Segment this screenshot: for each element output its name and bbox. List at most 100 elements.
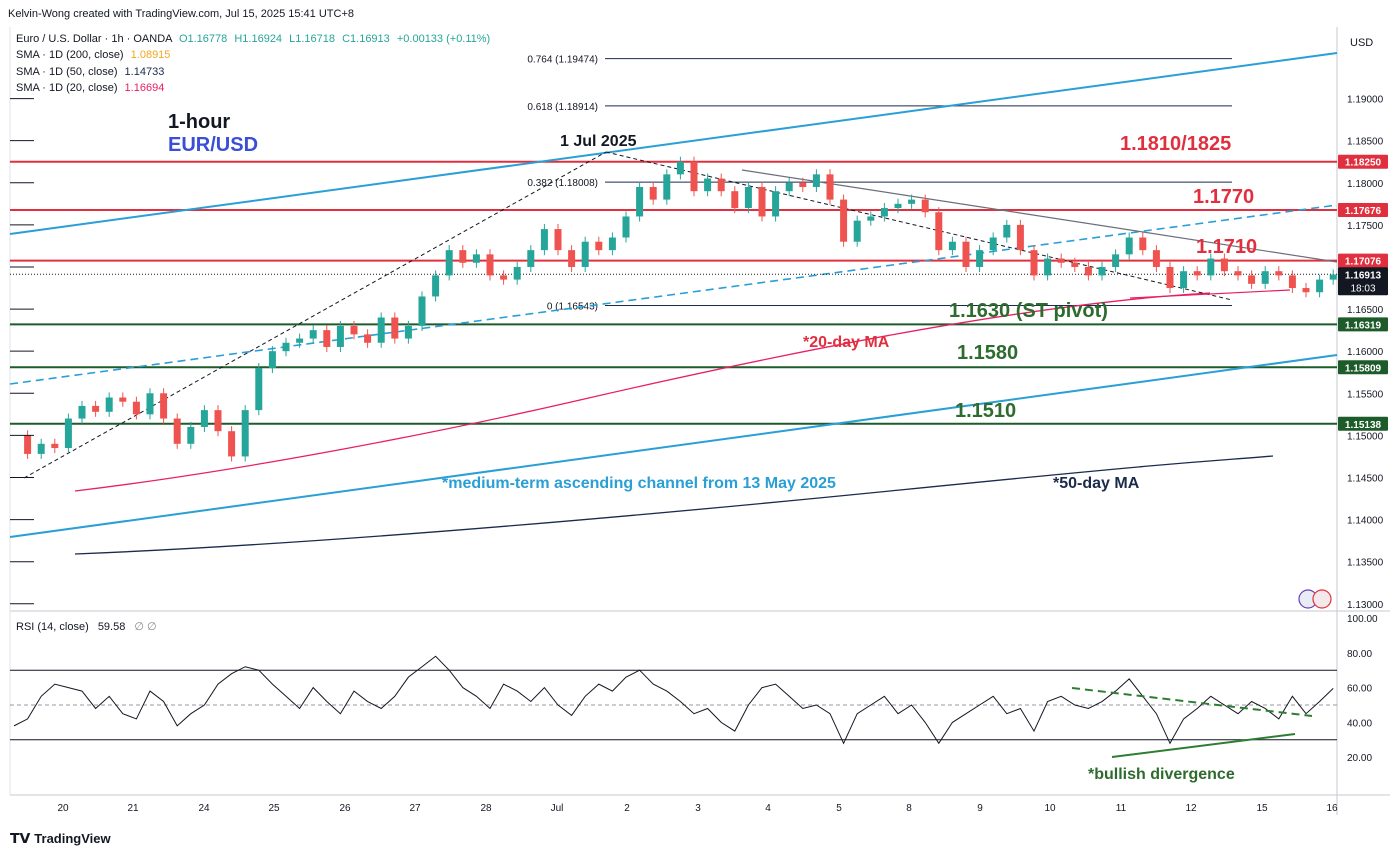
price-label-text: 1.15809 [1345,363,1382,374]
sma50-value: 1.14733 [124,66,165,78]
ma50-line [74,455,1274,555]
time-tick: 12 [1185,803,1197,814]
price-label-box [1338,317,1388,332]
candle-body [595,241,603,251]
channel-mid-line [9,204,1338,385]
time-tick: 3 [695,803,701,814]
candle-body [323,330,331,347]
channel-lower-line [9,354,1338,538]
rsi-tick: 100.00 [1347,614,1378,625]
candle-body [92,405,100,412]
price-tick: 1.14000 [1347,516,1384,527]
ohlc-high: H1.16924 [234,33,283,45]
currency-label: USD [1350,37,1373,49]
candle-body [78,405,86,419]
candle-body [51,443,59,449]
candle-body [64,418,72,449]
candle-body [540,229,548,251]
time-tick: 2 [624,803,630,814]
candle-body [1193,271,1201,276]
candle-body [486,254,494,276]
candle-body [200,410,208,427]
candle-body [1071,262,1079,267]
resistance-3-label: 1.1710 [1196,236,1257,258]
price-tick: 1.16000 [1347,347,1384,358]
candle-body [1207,258,1215,276]
candle-body [146,393,154,415]
channel-upper-line [9,52,1338,235]
sma50-label: SMA · 1D (50, close) [16,66,118,78]
candle-body [37,443,45,454]
candle-body [1261,271,1269,284]
resistance-1-label: 1.1810/1825 [1120,133,1231,155]
candle-body [1166,266,1174,289]
price-label-box [1338,154,1388,169]
candle-body [744,186,752,209]
candle-body [527,250,535,267]
candle-body [1220,258,1228,272]
candle-body [717,178,725,192]
price-tick: 1.18000 [1347,179,1384,190]
candle-body [432,275,440,297]
legend-sma50[interactable]: SMA · 1D (50, close) 1.14733 [16,66,164,78]
time-tick: 15 [1256,803,1268,814]
candle-body [568,250,576,267]
legend-sma200[interactable]: SMA · 1D (200, close) 1.08915 [16,49,170,61]
footer-text: TradingView [34,831,111,846]
candle-body [1329,274,1337,280]
price-label-box [1338,267,1388,296]
candle-body [731,191,739,209]
candle-body [799,182,807,187]
price-tick: 1.13000 [1347,600,1384,611]
candle-body [445,250,453,276]
time-tick: 28 [480,803,492,814]
candle-body [187,426,195,444]
time-tick: 16 [1326,803,1338,814]
candle-body [1139,237,1147,251]
sma200-label: SMA · 1D (200, close) [16,49,124,61]
candle-body [459,250,467,263]
time-tick: 20 [57,803,69,814]
candle-body [1180,271,1188,289]
candle-body [772,191,780,217]
candle-body [649,186,657,200]
rsi-legend[interactable]: RSI (14, close) 59.58 ∅ ∅ [16,620,157,633]
fib-label: 0.764 (1.19474) [527,55,598,66]
rsi-tick: 40.00 [1347,718,1372,729]
candle-body [676,161,684,175]
candle-body [1275,271,1283,276]
rsi-extra: ∅ ∅ [134,621,157,633]
time-tick: 24 [198,803,210,814]
support-3-label: 1.1510 [955,400,1016,422]
resistance-2-label: 1.1770 [1193,186,1254,208]
tv-icon: 𝗧𝗩 [10,830,35,846]
ohlc-open: O1.16778 [178,33,228,45]
price-tick: 1.13500 [1347,558,1384,569]
fib-label: 0.382 (1.18008) [527,178,598,189]
candle-body [581,241,589,267]
candle-body [160,393,168,419]
rsi-value: 59.58 [97,621,126,633]
sma20-value: 1.16694 [124,82,165,94]
tradingview-logo[interactable]: 𝗧𝗩 TradingView [10,830,111,847]
price-label-text: 1.17676 [1345,206,1382,217]
time-tick: 10 [1044,803,1056,814]
candle-body [228,431,236,457]
price-tick: 1.15500 [1347,389,1384,400]
price-tick: 1.16500 [1347,305,1384,316]
candle-body [785,182,793,192]
price-tick: 1.18500 [1347,137,1384,148]
candle-body [867,216,875,221]
candle-body [989,237,997,251]
countdown-label: 18:03 [1350,283,1375,294]
candle-body [296,338,304,343]
time-tick: 4 [765,803,771,814]
time-tick: 27 [409,803,421,814]
candle-body [608,237,616,251]
price-tick: 1.17500 [1347,221,1384,232]
peak-date-label: 1 Jul 2025 [560,133,637,150]
legend-sma20[interactable]: SMA · 1D (20, close) 1.16694 [16,82,164,94]
candle-body [1125,237,1133,255]
time-tick: 8 [906,803,912,814]
